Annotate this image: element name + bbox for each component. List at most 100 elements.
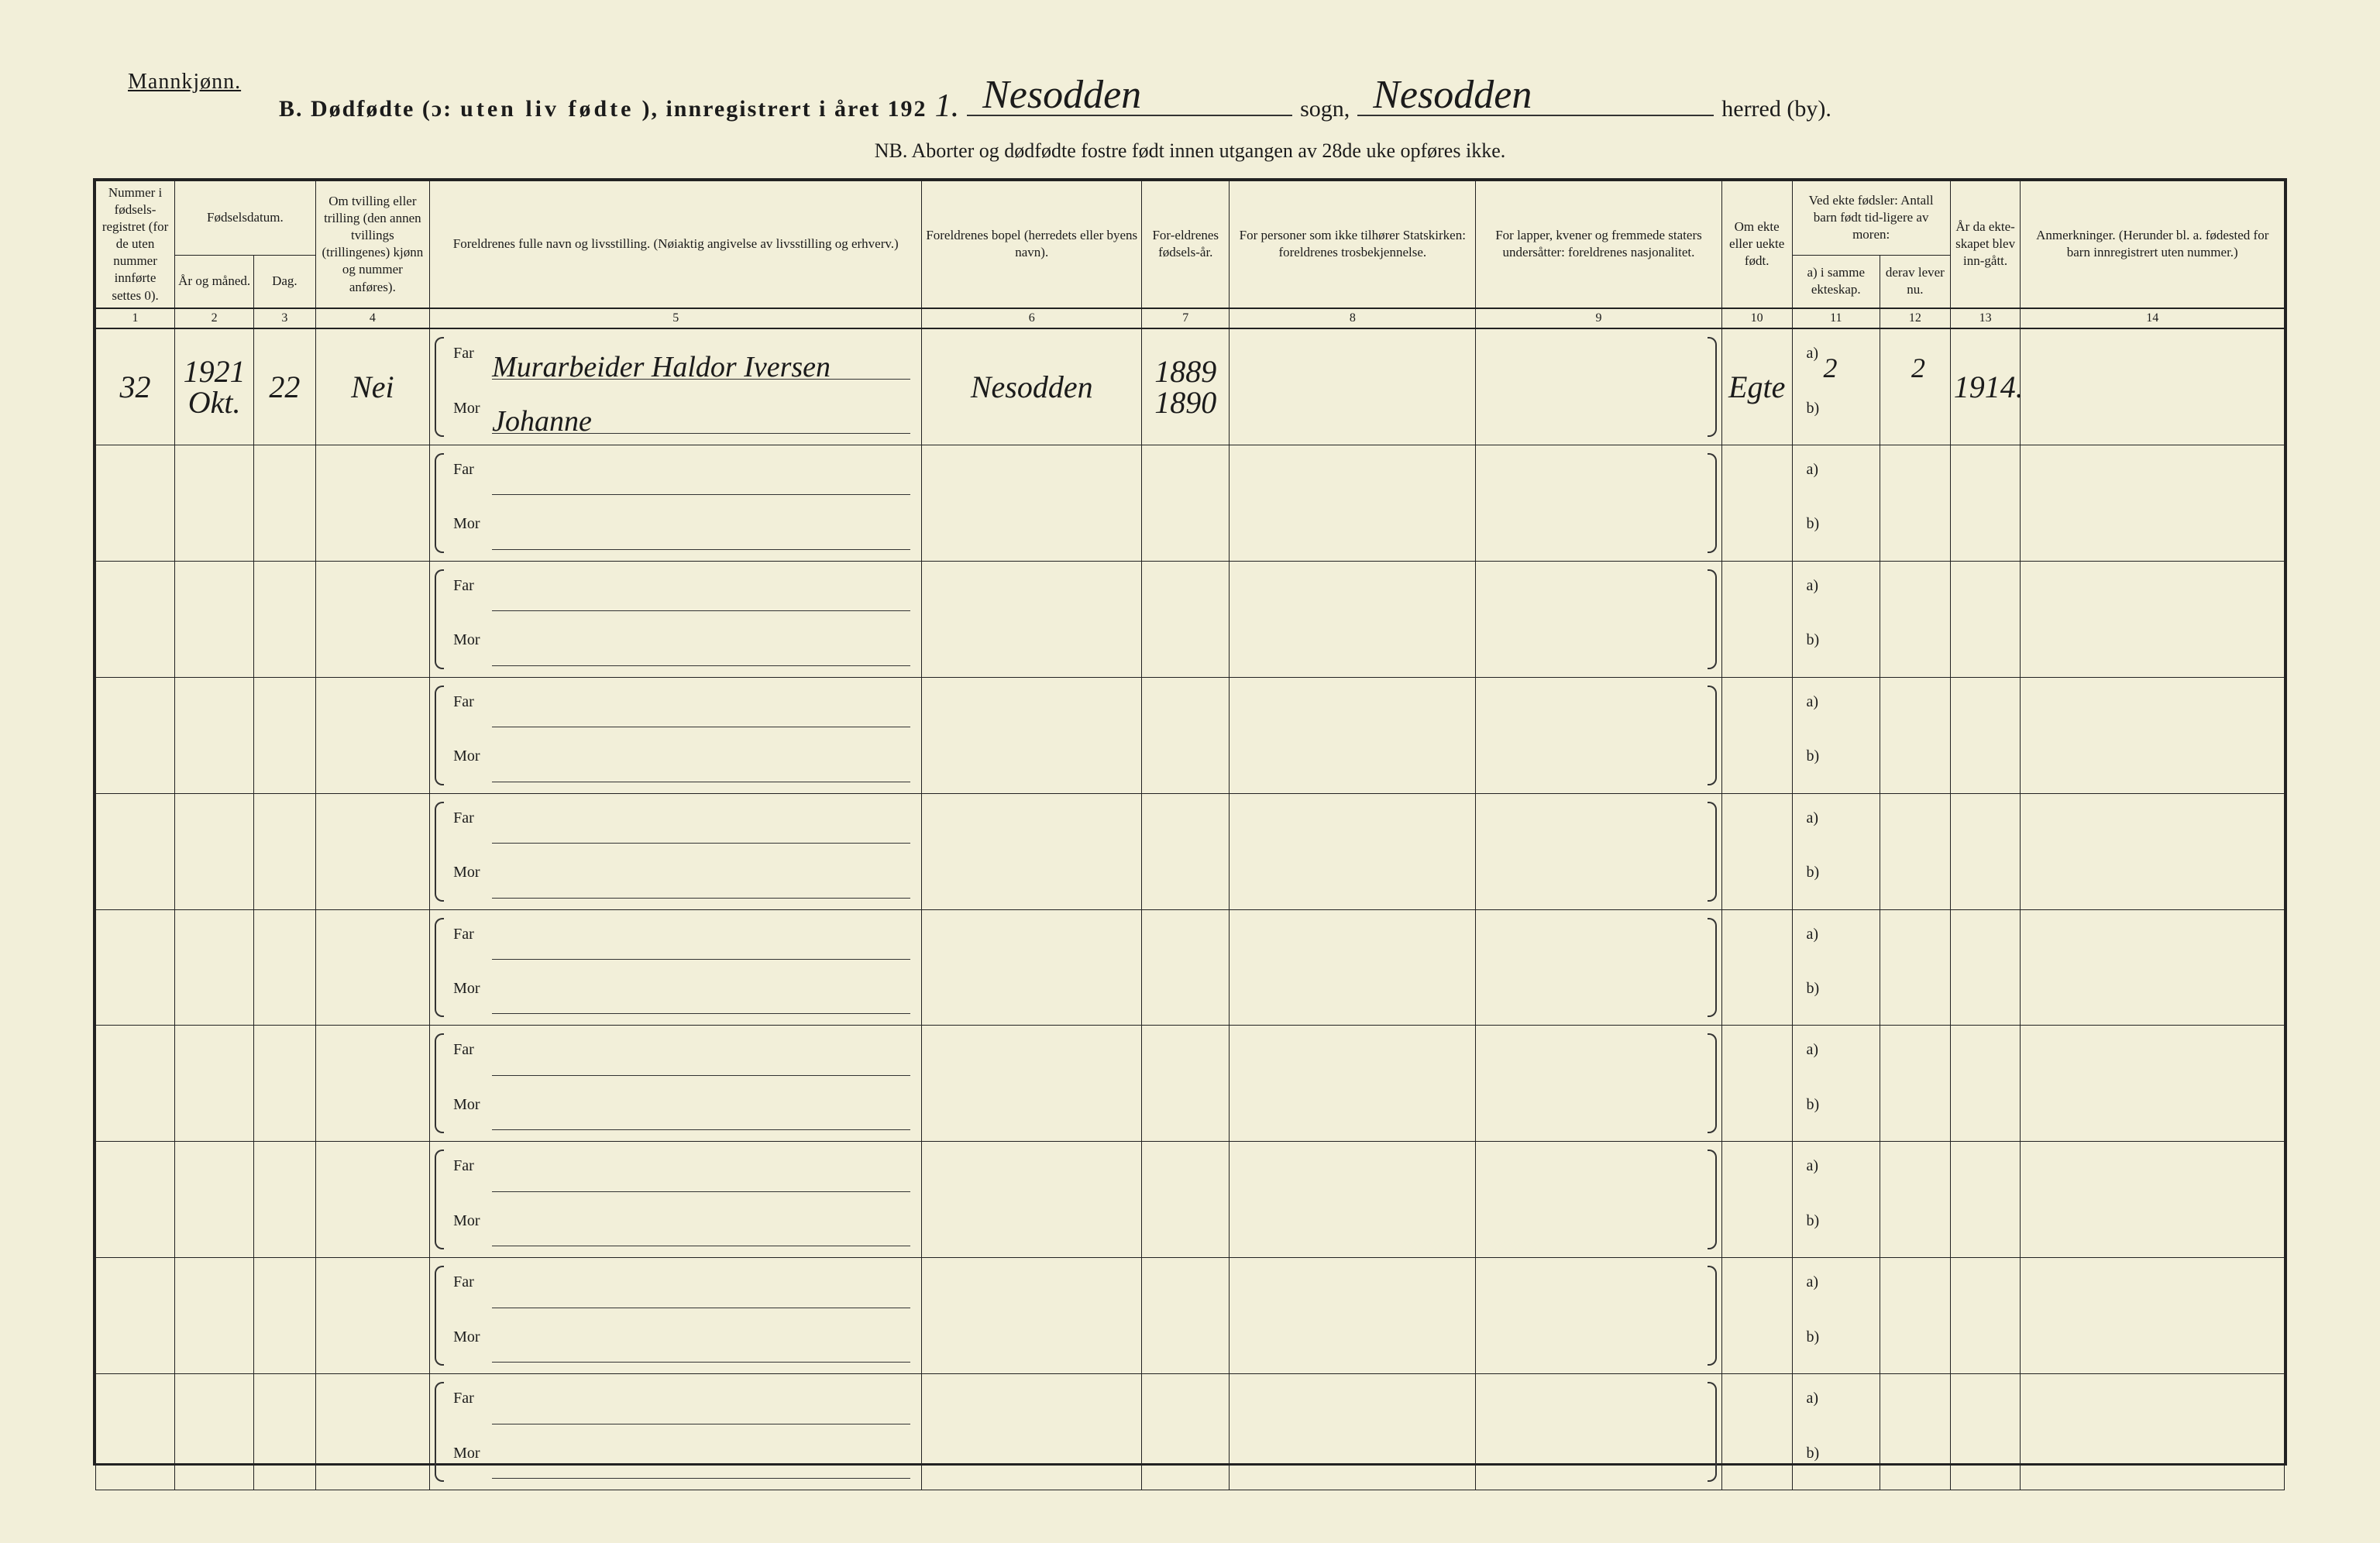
cell-parents: FarMor	[430, 909, 922, 1026]
herred-field: Nesodden	[1357, 85, 1714, 116]
cell-twins: Nei	[315, 328, 429, 445]
cell-ekte	[1721, 1026, 1792, 1142]
register-table-wrap: Nummer i fødsels-registret (for de uten …	[93, 178, 2287, 1466]
cell-num	[96, 909, 175, 1026]
mor-label: Mor	[453, 631, 480, 649]
cell-anm	[2021, 1258, 2285, 1374]
cell-anm	[2021, 793, 2285, 909]
a-label: a)	[1807, 1390, 1819, 1407]
cell-twins	[315, 1258, 429, 1374]
cell-num	[96, 677, 175, 793]
table-row: FarMor a)b)	[96, 561, 2285, 677]
colnum-14: 14	[2021, 308, 2285, 329]
mor-label: Mor	[453, 864, 480, 881]
mor-label: Mor	[453, 1445, 480, 1462]
brace-left-icon	[435, 337, 445, 436]
cell-parents: FarMor	[430, 1142, 922, 1258]
cell-year-month	[175, 793, 254, 909]
cell-tros	[1230, 1258, 1476, 1374]
cell-parent-years	[1142, 909, 1230, 1026]
cell-parents: FarMor	[430, 1258, 922, 1374]
cell-day	[254, 1374, 315, 1490]
cell-nasj	[1476, 1026, 1722, 1142]
cell-ekte	[1721, 1142, 1792, 1258]
brace-right-icon	[1706, 569, 1717, 669]
far-label: Far	[453, 1390, 474, 1407]
a-lever-value: 2	[1911, 352, 1925, 384]
cell-nasj	[1476, 909, 1722, 1026]
cell-num	[96, 1258, 175, 1374]
brace-right-icon	[1706, 337, 1717, 436]
sogn-label: sogn,	[1300, 96, 1350, 122]
cell-born-count: a)b)	[1792, 677, 1880, 793]
cell-ekteskap-year	[1950, 1258, 2021, 1374]
a-label: a)	[1807, 693, 1819, 711]
col-8-header: For personer som ikke tilhører Statskirk…	[1230, 181, 1476, 308]
cell-lever	[1880, 445, 1950, 561]
cell-day	[254, 793, 315, 909]
cell-ekte: Egte	[1721, 328, 1792, 445]
col-1-header: Nummer i fødsels-registret (for de uten …	[96, 181, 175, 308]
brace-left-icon	[435, 918, 445, 1018]
far-name: Murarbeider Haldor Iversen	[492, 350, 831, 384]
cell-born-count: a)b)	[1792, 561, 1880, 677]
table-row: FarMora)b)	[96, 1258, 2285, 1374]
a-label: a)	[1807, 1041, 1819, 1059]
cell-year-month	[175, 1374, 254, 1490]
cell-ekteskap-year	[1950, 1374, 2021, 1490]
b-label: b)	[1807, 400, 1820, 418]
cell-parents: FarMor	[430, 1026, 922, 1142]
cell-tros	[1230, 1142, 1476, 1258]
cell-anm	[2021, 445, 2285, 561]
cell-bopel	[922, 445, 1142, 561]
mor-label: Mor	[453, 1212, 480, 1230]
colnum-4: 4	[315, 308, 429, 329]
colnum-10: 10	[1721, 308, 1792, 329]
mor-label: Mor	[453, 1328, 480, 1346]
cell-nasj	[1476, 328, 1722, 445]
a-label: a)	[1807, 577, 1819, 595]
brace-left-icon	[435, 802, 445, 902]
sogn-value: Nesodden	[982, 72, 1141, 118]
cell-nasj	[1476, 1258, 1722, 1374]
colnum-11: 11	[1792, 308, 1880, 329]
cell-num	[96, 1374, 175, 1490]
table-row: FarMora)b)	[96, 445, 2285, 561]
gender-label: Mannkjønn.	[128, 70, 241, 95]
cell-nasj	[1476, 561, 1722, 677]
cell-bopel	[922, 1026, 1142, 1142]
cell-parents: FarMor	[430, 677, 922, 793]
far-label: Far	[453, 809, 474, 827]
cell-parents: FarMor	[430, 445, 922, 561]
table-row: FarMor a)b)	[96, 677, 2285, 793]
col-13-header: År da ekte-skapet blev inn-gått.	[1950, 181, 2021, 308]
cell-anm	[2021, 909, 2285, 1026]
table-row: FarMor a)b)	[96, 1142, 2285, 1258]
header-title-line: B. Dødfødte (ɔ: uten liv fødte ), innreg…	[279, 85, 2256, 125]
cell-parent-years	[1142, 1374, 1230, 1490]
brace-right-icon	[1706, 1382, 1717, 1482]
b-label: b)	[1807, 980, 1820, 998]
cell-ekteskap-year	[1950, 793, 2021, 909]
brace-right-icon	[1706, 802, 1717, 902]
colnum-13: 13	[1950, 308, 2021, 329]
cell-year-month	[175, 909, 254, 1026]
cell-twins	[315, 677, 429, 793]
year-digit: 1.	[935, 88, 960, 125]
a-label: a)	[1807, 1157, 1819, 1175]
cell-ekteskap-year	[1950, 445, 2021, 561]
cell-parents: FarMor	[430, 561, 922, 677]
cell-tros	[1230, 909, 1476, 1026]
cell-day	[254, 677, 315, 793]
cell-ekteskap-year	[1950, 561, 2021, 677]
cell-born-count: a)b)	[1792, 1142, 1880, 1258]
cell-ekte	[1721, 445, 1792, 561]
brace-right-icon	[1706, 918, 1717, 1018]
cell-lever	[1880, 1142, 1950, 1258]
cell-day	[254, 1026, 315, 1142]
cell-lever	[1880, 1026, 1950, 1142]
cell-day	[254, 1258, 315, 1374]
cell-ekte	[1721, 561, 1792, 677]
cell-born-count: a)b)	[1792, 1374, 1880, 1490]
brace-right-icon	[1706, 686, 1717, 785]
